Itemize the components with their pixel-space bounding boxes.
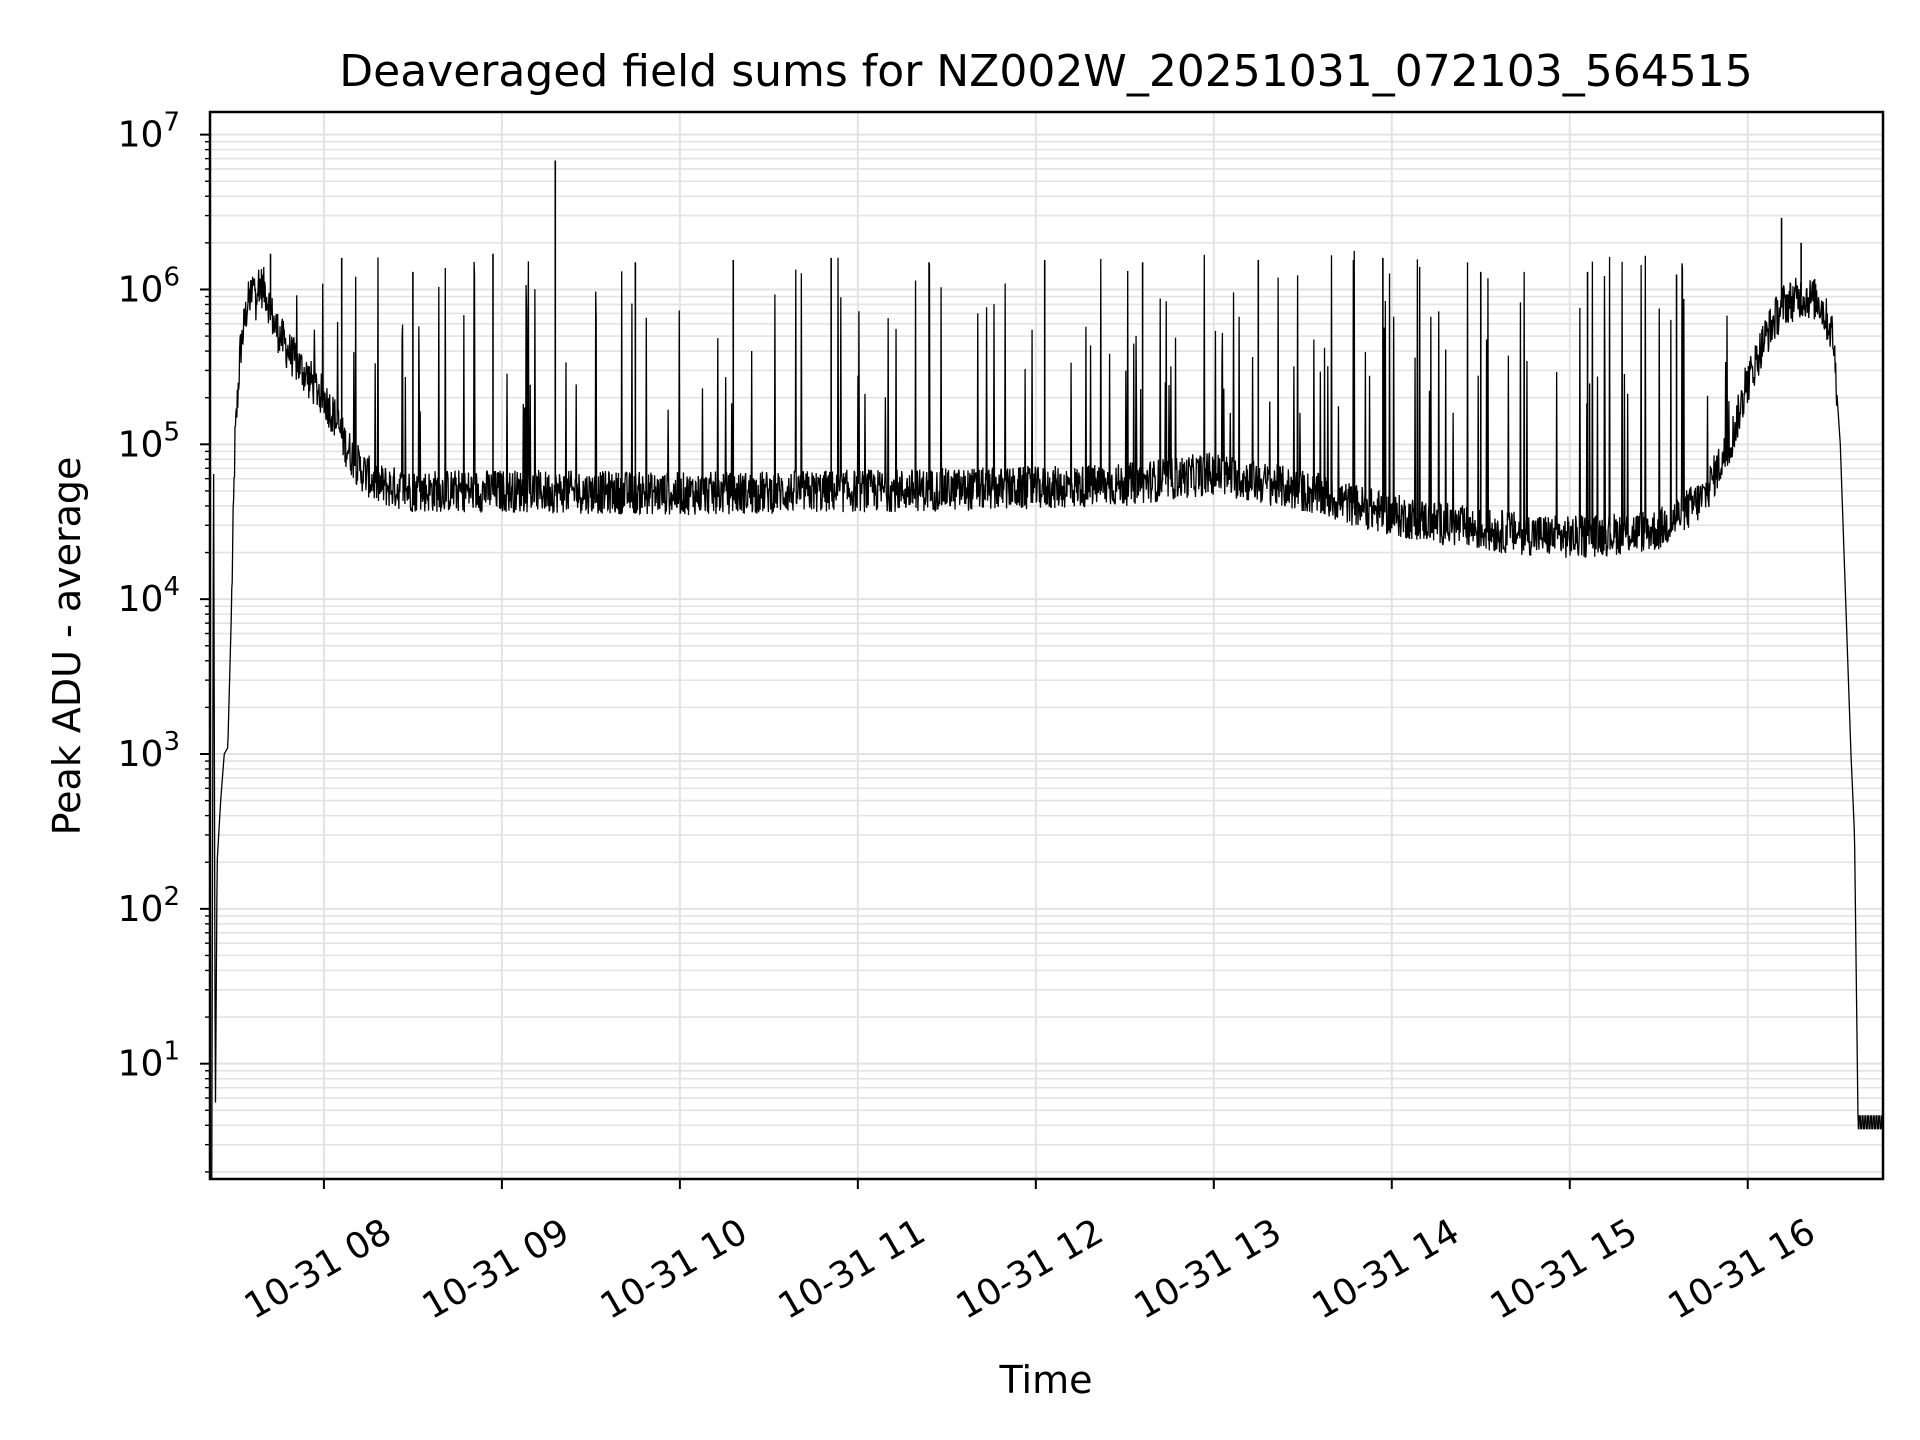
y-tick-base: 10 <box>118 269 164 310</box>
y-tick-exponent: 5 <box>163 417 180 447</box>
y-tick-exponent: 4 <box>163 572 180 602</box>
y-tick-exponent: 6 <box>163 262 180 292</box>
y-tick-label: 102 <box>118 882 180 930</box>
y-tick-base: 10 <box>118 424 164 465</box>
y-tick-base: 10 <box>118 734 164 775</box>
y-axis-label: Peak ADU - average <box>45 457 89 836</box>
y-tick-base: 10 <box>118 579 164 620</box>
y-tick-label: 107 <box>118 108 180 156</box>
y-tick-label: 104 <box>118 572 180 620</box>
x-axis-label: Time <box>999 1358 1093 1402</box>
y-tick-exponent: 2 <box>163 882 180 912</box>
y-tick-label: 106 <box>118 262 180 310</box>
y-tick-exponent: 7 <box>163 108 180 138</box>
y-tick-exponent: 3 <box>163 727 180 757</box>
y-tick-label: 105 <box>118 417 180 465</box>
y-tick-exponent: 1 <box>163 1037 180 1067</box>
grid <box>210 112 1883 1179</box>
chart-title: Deaveraged field sums for NZ002W_2025103… <box>339 46 1752 97</box>
y-tick-label: 101 <box>118 1037 180 1085</box>
y-tick-base: 10 <box>118 1044 164 1085</box>
y-tick-base: 10 <box>118 115 164 156</box>
data-series <box>211 160 1884 1180</box>
series-line <box>211 250 1884 1180</box>
y-tick-label: 103 <box>118 727 180 775</box>
y-tick-base: 10 <box>118 889 164 930</box>
